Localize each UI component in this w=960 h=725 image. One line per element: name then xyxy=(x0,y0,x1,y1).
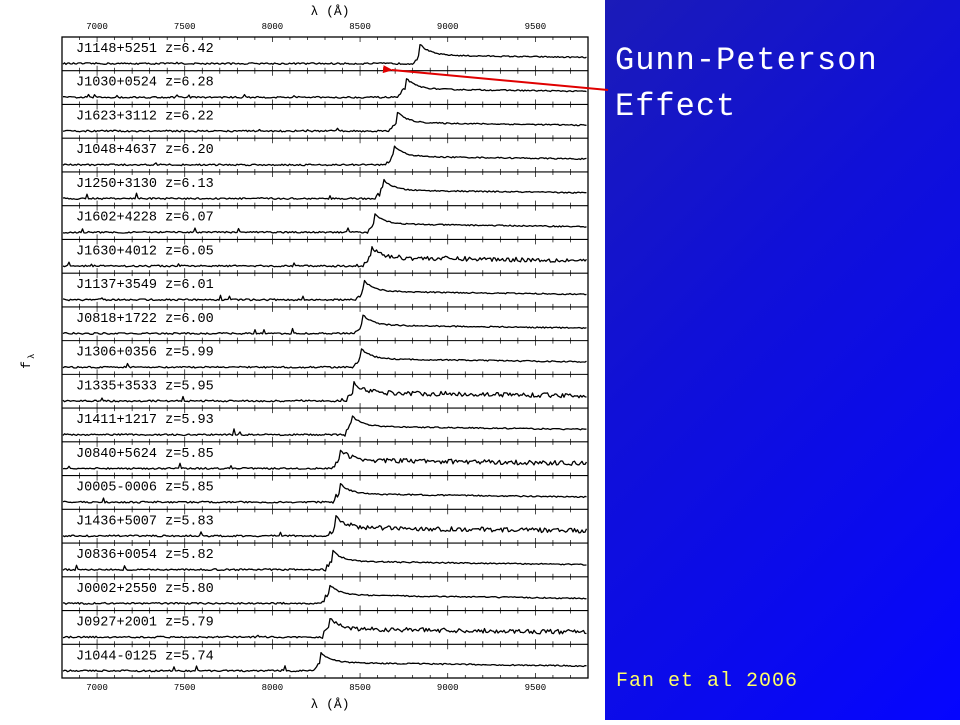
x-tick-label-bottom: 8000 xyxy=(262,683,284,693)
spectrum-line xyxy=(62,43,587,66)
spectrum-label: J1335+3533 z=5.95 xyxy=(76,379,214,394)
spectrum-line xyxy=(62,178,587,201)
x-axis-label-top: λ (Å) xyxy=(310,4,349,19)
slide-title-line1: Gunn-Peterson xyxy=(615,42,878,79)
y-axis-label-main: f xyxy=(19,361,34,369)
spectrum-line xyxy=(62,651,587,673)
spectrum-label: J1030+0524 z=6.28 xyxy=(76,76,214,91)
spectrum-label: J0836+0054 z=5.82 xyxy=(76,548,214,563)
spectrum-label: J0818+1722 z=6.00 xyxy=(76,312,214,327)
x-tick-label-bottom: 7500 xyxy=(174,683,196,693)
quasar-spectra-chart: J1148+5251 z=6.42 J1030+0524 z=6.28 J1623+… xyxy=(19,4,589,712)
spectrum-label: J0840+5624 z=5.85 xyxy=(76,447,214,462)
spectrum-line xyxy=(62,618,587,639)
spectrum-label: J1630+4012 z=6.05 xyxy=(76,244,214,259)
slide-title-line2: Effect xyxy=(615,88,737,125)
x-tick-label-bottom: 8500 xyxy=(349,683,371,693)
x-tick-label-bottom: 9000 xyxy=(437,683,459,693)
spectrum-line xyxy=(62,145,587,167)
spectrum-line xyxy=(62,549,587,572)
spectrum-label: J1048+4637 z=6.20 xyxy=(76,143,214,158)
x-axis-label-bottom: λ (Å) xyxy=(310,697,349,712)
x-tick-label-top: 8500 xyxy=(349,22,371,32)
spectrum-label: J1306+0356 z=5.99 xyxy=(76,346,214,361)
x-tick-label-top: 7000 xyxy=(86,22,108,32)
spectra-figure: J1148+5251 z=6.42 J1030+0524 z=6.28 J1623+… xyxy=(19,4,589,712)
spectrum-line xyxy=(62,415,587,437)
spectrum-line xyxy=(62,515,588,538)
x-tick-label-top: 8000 xyxy=(262,22,284,32)
spectrum-label: J1250+3130 z=6.13 xyxy=(76,177,214,192)
spectrum-label: J1148+5251 z=6.42 xyxy=(76,42,214,57)
spectrum-line xyxy=(62,449,588,470)
spectrum-label: J0927+2001 z=5.79 xyxy=(76,616,214,631)
spectrum-line xyxy=(62,348,587,369)
x-tick-label-top: 7500 xyxy=(174,22,196,32)
spectrum-label: J1623+3112 z=6.22 xyxy=(76,109,214,124)
spectrum-line xyxy=(62,279,587,302)
spectrum-label: J1411+1217 z=5.93 xyxy=(76,413,214,428)
spectrum-line xyxy=(62,482,587,504)
slide-side-panel xyxy=(605,0,960,720)
x-tick-label-top: 9500 xyxy=(525,22,547,32)
spectrum-line xyxy=(62,314,587,335)
x-tick-label-bottom: 9500 xyxy=(525,683,547,693)
spectrum-line xyxy=(62,380,587,403)
citation-caption: Fan et al 2006 xyxy=(616,670,799,693)
spectrum-label: J1137+3549 z=6.01 xyxy=(76,278,214,293)
spectrum-label: J1602+4228 z=6.07 xyxy=(76,211,214,226)
spectrum-label: J0002+2550 z=5.80 xyxy=(76,582,214,597)
spectrum-label: J1436+5007 z=5.83 xyxy=(76,514,214,529)
spectrum-line xyxy=(62,111,587,133)
spectrum-line xyxy=(62,213,587,234)
y-axis-label: fλ xyxy=(19,354,37,369)
spectrum-label: J0005-0006 z=5.85 xyxy=(76,481,214,496)
slide-title: Gunn-Peterson Effect xyxy=(615,38,945,130)
spectrum-line xyxy=(62,584,587,605)
spectrum-label: J1044-0125 z=5.74 xyxy=(76,649,214,664)
x-tick-label-bottom: 7000 xyxy=(86,683,108,693)
x-tick-label-top: 9000 xyxy=(437,22,459,32)
spectrum-line xyxy=(62,246,587,268)
y-axis-label-subscript: λ xyxy=(27,354,37,359)
